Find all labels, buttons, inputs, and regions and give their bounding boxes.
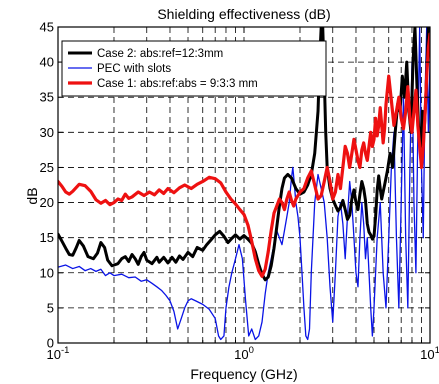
y-tick-label: 40	[40, 55, 54, 70]
legend: Case 2: abs:ref=12:3mm PEC with slots Case…	[61, 40, 327, 97]
y-tick-label: 35	[40, 90, 54, 105]
y-tick-label: 10	[40, 265, 54, 280]
series-line-0	[58, 27, 430, 282]
x-axis-label: Frequency (GHz)	[190, 366, 297, 382]
y-tick-label: 15	[40, 230, 54, 245]
series-group	[58, 27, 430, 341]
x-tick-label: 100	[234, 345, 254, 362]
legend-label-0: Case 2: abs:ref=12:3mm	[97, 48, 223, 60]
y-tick-label: 20	[40, 195, 54, 210]
y-tick-label: 0	[47, 336, 54, 351]
x-axis-ticks: 10-1 100 101	[47, 27, 439, 362]
legend-box	[61, 40, 327, 97]
chart-title: Shielding effectiveness (dB)	[157, 6, 330, 22]
y-tick-label: 25	[40, 160, 54, 175]
series-line-1	[58, 27, 430, 341]
x-tick-label: 10-1	[47, 345, 70, 362]
y-axis-ticks: 0 5 10 15 20 25 30 35 40 45	[40, 20, 430, 351]
y-tick-label: 5	[47, 300, 54, 315]
y-axis-label: dB	[24, 187, 40, 204]
legend-label-1: PEC with slots	[97, 63, 171, 75]
series-line-2	[58, 32, 430, 278]
y-tick-label: 30	[40, 125, 54, 140]
y-tick-label: 45	[40, 20, 54, 35]
x-tick-label: 101	[420, 345, 439, 362]
legend-label-2: Case 1: abs:ref:abs = 9:3:3 mm	[97, 78, 258, 90]
